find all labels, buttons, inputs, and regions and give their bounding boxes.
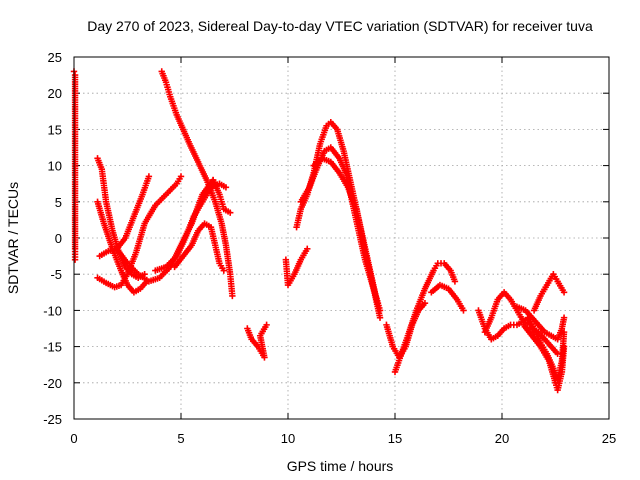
x-tick-label: 5 [177,431,184,446]
y-tick-label: 15 [48,122,62,137]
data-point [554,350,561,358]
data-points [70,68,568,394]
data-point [560,289,568,296]
y-tick-label: 5 [55,195,62,210]
data-point [560,343,568,350]
data-point [177,173,185,180]
x-tick-label: 0 [70,431,77,446]
data-point [71,256,79,263]
data-point [560,314,568,321]
x-axis-label: GPS time / hours [287,458,394,474]
y-tick-label: -20 [43,376,62,391]
y-tick-label: -10 [43,303,62,318]
data-point [304,245,311,253]
y-axis-label: SDTVAR / TECUs [5,182,21,294]
x-tick-label: 10 [281,431,295,446]
data-point [145,173,153,180]
y-tick-label: -25 [43,412,62,427]
x-tick-label: 20 [495,431,509,446]
grid-lines [74,57,609,419]
data-point [421,299,429,307]
data-point [263,321,270,329]
y-tick-label: 20 [48,86,62,101]
y-tick-label: -15 [43,340,62,355]
y-tick-label: 25 [48,50,62,65]
data-point [451,278,459,285]
x-tick-label: 25 [602,431,616,446]
axis-ticks: 0 5 10 15 20 25 -25 -20 -15 -10 -5 0 5 10 15 20 25 [43,50,616,446]
data-point [222,184,230,191]
chart-title: Day 270 of 2023, Sidereal Day-to-day VTE… [87,18,593,34]
y-tick-label: 10 [48,159,62,174]
data-point [376,314,384,321]
plot-frame [73,56,610,420]
data-point [229,292,236,300]
y-tick-label: 0 [55,231,62,246]
y-tick-label: -5 [50,267,62,282]
data-point [220,267,227,274]
data-point [460,307,467,314]
x-tick-label: 15 [388,431,402,446]
data-point [227,209,234,216]
